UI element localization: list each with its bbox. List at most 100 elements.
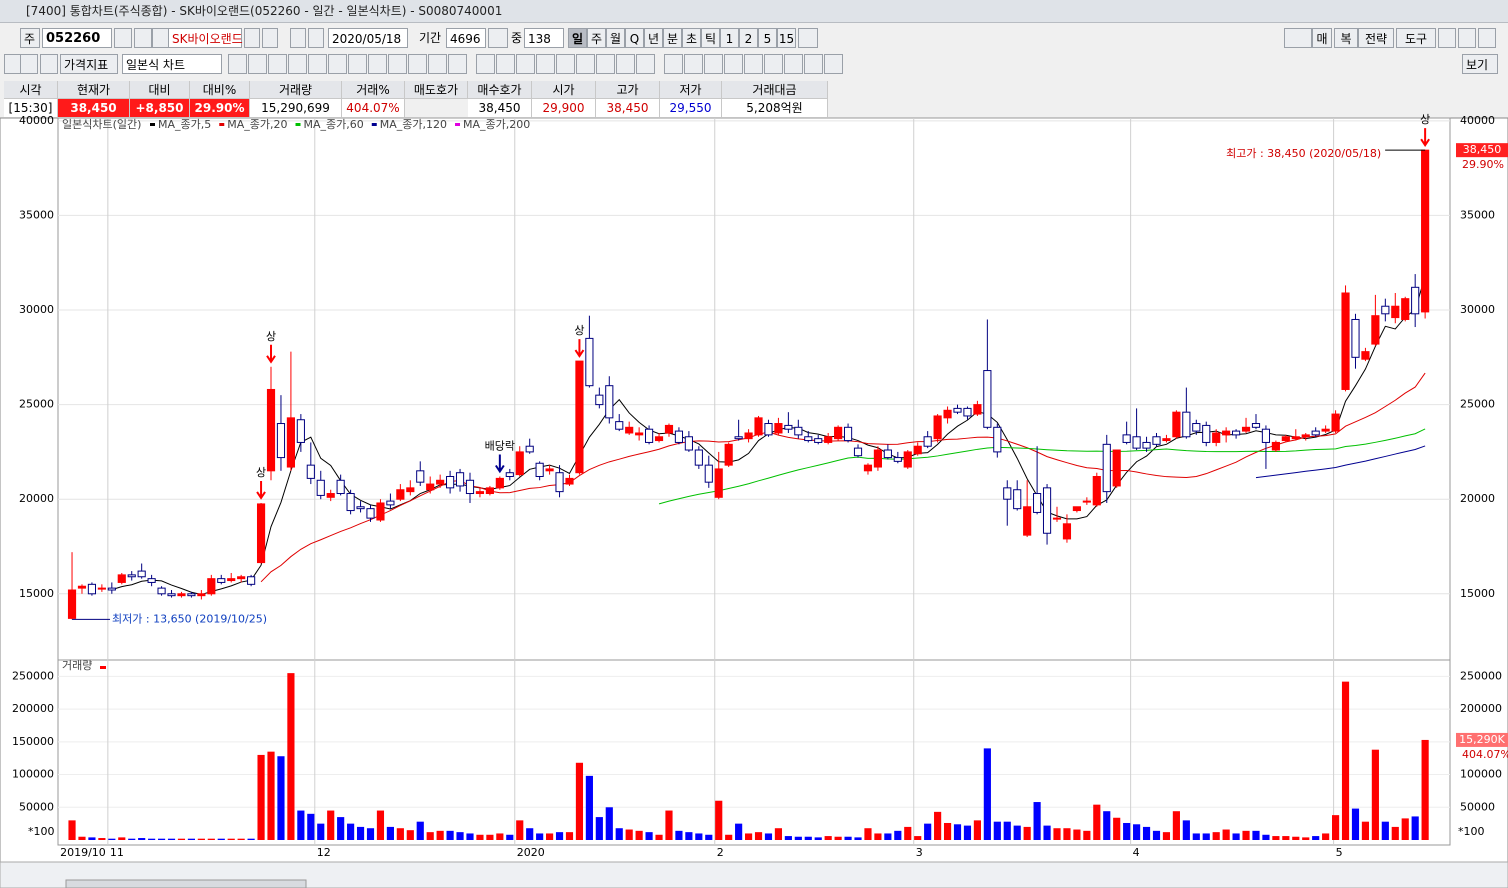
candle-body — [1361, 351, 1370, 360]
count-input[interactable]: 138 — [524, 28, 564, 48]
icon-button[interactable] — [308, 54, 327, 74]
icon-button[interactable] — [664, 54, 683, 74]
icon-button[interactable] — [248, 54, 267, 74]
icon-button[interactable] — [1478, 28, 1496, 48]
icon-button[interactable] — [408, 54, 427, 74]
interval-button[interactable]: 년 — [644, 28, 663, 48]
candle-body — [883, 449, 892, 459]
icon-button[interactable] — [556, 54, 575, 74]
icon-button[interactable] — [476, 54, 495, 74]
icon-button[interactable] — [496, 54, 515, 74]
icon-button[interactable] — [244, 28, 260, 48]
icon-button[interactable] — [1284, 28, 1312, 48]
icon-button[interactable] — [368, 54, 387, 74]
icon-button[interactable] — [114, 28, 132, 48]
volume-bar — [1222, 829, 1230, 840]
candle-body — [1331, 413, 1340, 432]
icon-button[interactable] — [798, 28, 818, 48]
icon-button[interactable] — [228, 54, 247, 74]
chart-kind-select[interactable]: 일본식 차트 — [122, 54, 222, 74]
icon-button[interactable] — [308, 28, 324, 48]
icon-button[interactable] — [448, 54, 467, 74]
icon-button[interactable] — [1438, 28, 1456, 48]
candle-body — [565, 477, 574, 485]
x-tick-label: 2 — [717, 846, 724, 859]
volume-bar — [1292, 836, 1300, 840]
interval-button[interactable]: 2 — [739, 28, 758, 48]
icon-button[interactable] — [804, 54, 823, 74]
icon-button[interactable] — [704, 54, 723, 74]
interval-button[interactable]: 분 — [663, 28, 682, 48]
icon-button[interactable] — [288, 54, 307, 74]
view-button[interactable]: 보기 — [1462, 54, 1498, 74]
volume-bar — [655, 834, 663, 840]
icon-button[interactable] — [516, 54, 535, 74]
icon-button[interactable] — [1458, 28, 1476, 48]
interval-button[interactable]: Q — [625, 28, 644, 48]
candle-body — [366, 508, 375, 519]
toolbar-button[interactable]: 도구 — [1396, 28, 1436, 48]
icon-button[interactable] — [824, 54, 843, 74]
icon-button[interactable] — [636, 54, 655, 74]
interval-button[interactable]: 틱 — [701, 28, 720, 48]
icon-button[interactable] — [20, 54, 38, 74]
interval-button[interactable]: 주 — [587, 28, 606, 48]
date-input[interactable]: 2020/05/18 — [328, 28, 408, 48]
annotation: 상 — [266, 330, 276, 343]
market-select[interactable]: 주 — [20, 28, 40, 48]
icon-button[interactable] — [784, 54, 803, 74]
icon-button[interactable] — [262, 28, 278, 48]
icon-button[interactable] — [616, 54, 635, 74]
interval-button[interactable]: 5 — [758, 28, 777, 48]
toolbar-button[interactable]: 복 — [1334, 28, 1358, 48]
interval-button[interactable]: 1 — [720, 28, 739, 48]
icon-button[interactable] — [744, 54, 763, 74]
volume-bar — [1033, 802, 1041, 840]
moving-average — [658, 428, 1426, 505]
icon-button[interactable] — [40, 54, 58, 74]
toolbar-button[interactable]: 전략 — [1358, 28, 1394, 48]
icon-button[interactable] — [596, 54, 615, 74]
icon-button[interactable] — [290, 28, 306, 48]
annotation: 상 — [256, 466, 266, 479]
icon-button[interactable] — [348, 54, 367, 74]
icon-button[interactable] — [576, 54, 595, 74]
icon-button[interactable] — [268, 54, 287, 74]
icon-button[interactable] — [488, 28, 508, 48]
y-tick-label: 40000 — [1460, 114, 1495, 127]
volume-unit: *100 — [1458, 825, 1485, 838]
icon-button[interactable] — [328, 54, 347, 74]
volume-bar — [894, 830, 902, 840]
icon-button[interactable] — [684, 54, 703, 74]
icon-button[interactable] — [536, 54, 555, 74]
code-input[interactable]: 052260 — [42, 28, 112, 48]
candle-body — [1072, 506, 1081, 512]
high-note: 최고가 : 38,450 (2020/05/18) — [1226, 147, 1381, 160]
volume-bar — [884, 833, 892, 840]
interval-button[interactable]: 월 — [606, 28, 625, 48]
interval-button[interactable]: 15 — [777, 28, 796, 48]
interval-button[interactable]: 일 — [568, 28, 587, 48]
candle-body — [237, 576, 246, 580]
interval-button[interactable]: 초 — [682, 28, 701, 48]
icon-button[interactable] — [134, 28, 152, 48]
volume-bar — [1391, 826, 1399, 840]
candle-body — [1401, 298, 1410, 320]
y-tick-label: 25000 — [1460, 398, 1495, 411]
candle-body — [724, 443, 733, 466]
toolbar-button[interactable]: 매 — [1312, 28, 1332, 48]
period-input[interactable]: 4696 — [446, 28, 486, 48]
volume-bar — [625, 829, 633, 840]
candle-body — [535, 462, 544, 477]
candle-body — [336, 479, 345, 495]
candle-body — [1291, 436, 1300, 440]
column-header: 거래% — [342, 81, 405, 99]
volume-bar — [247, 838, 255, 840]
candle-body — [605, 385, 614, 419]
icon-button[interactable] — [764, 54, 783, 74]
indicator-button[interactable]: 가격지표 — [60, 54, 118, 74]
icon-button[interactable] — [724, 54, 743, 74]
icon-button[interactable] — [428, 54, 447, 74]
candle-body — [575, 360, 584, 474]
icon-button[interactable] — [388, 54, 407, 74]
